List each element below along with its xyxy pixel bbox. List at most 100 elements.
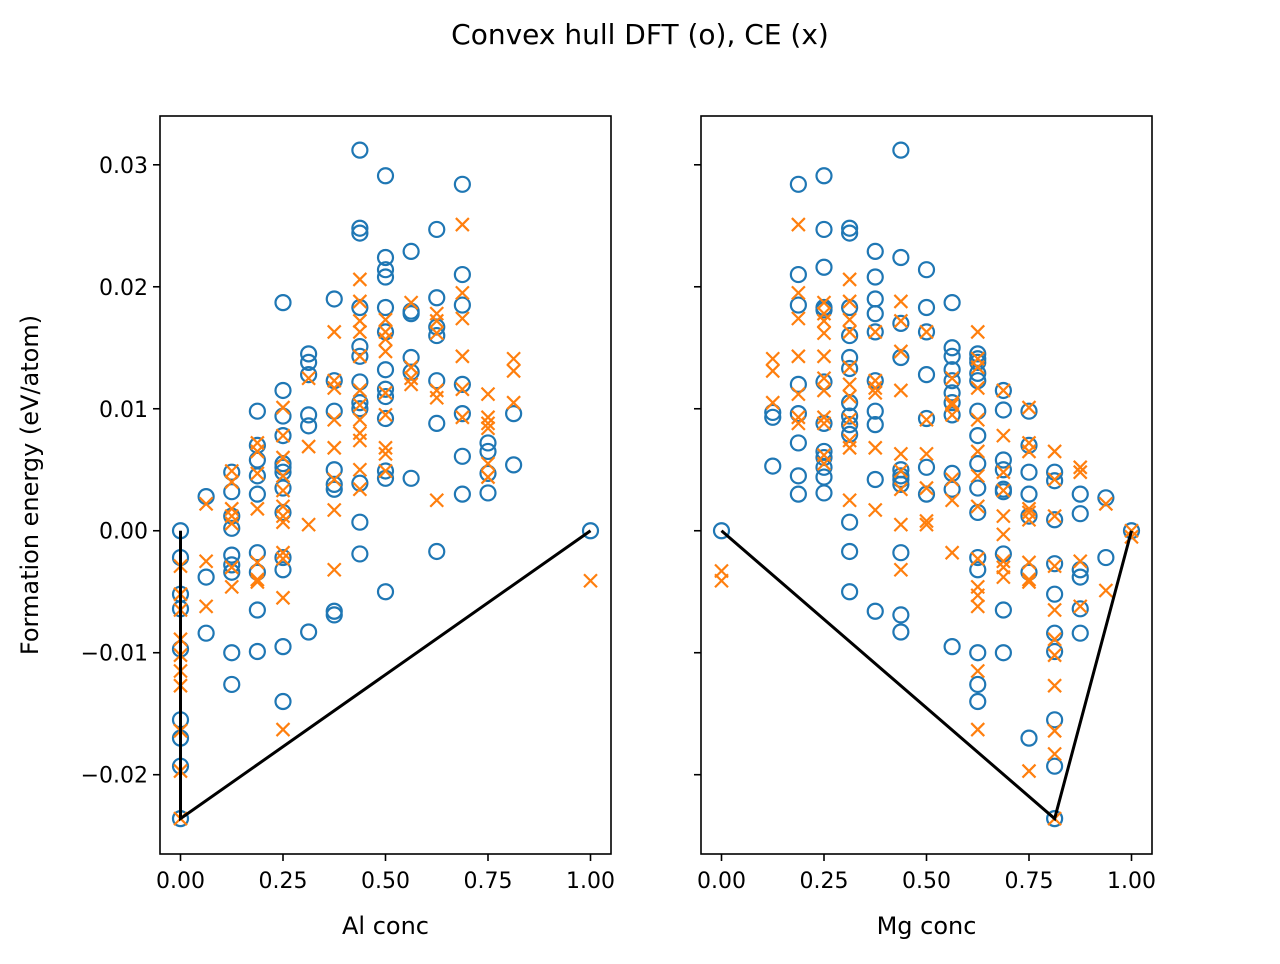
left-ce-point: [352, 349, 368, 364]
right-ce-point: [944, 492, 960, 508]
right-ce-point: [996, 569, 1011, 585]
right-ce-point: [1047, 558, 1062, 574]
left-ce-point: [224, 516, 240, 531]
right-ce-point: [1047, 444, 1062, 459]
left-ce-point: [352, 397, 368, 413]
right-ce-point: [816, 325, 832, 341]
left-dft-point: [351, 224, 369, 242]
left-ce-point: [326, 380, 342, 396]
right-dft-point: [917, 261, 936, 279]
left-ce-point: [198, 496, 214, 512]
left-x-axis-label: Al conc: [342, 912, 429, 940]
left-x-tick-label: 0.50: [361, 869, 410, 894]
left-ce-point: [403, 370, 419, 386]
right-x-tick-label: 0.25: [800, 869, 849, 894]
left-ce-point: [455, 381, 470, 397]
right-ce-point: [893, 517, 909, 532]
right-ce-point: [842, 389, 857, 404]
left-dft-point: [300, 406, 318, 424]
left-dft-point: [351, 394, 369, 412]
right-ce-point: [996, 383, 1011, 398]
left-ce-point: [480, 386, 496, 402]
left-ce-point: [352, 324, 368, 340]
left-dft-point: [453, 405, 471, 423]
right-dft-point: [943, 406, 961, 424]
left-dft-point: [453, 485, 471, 503]
left-ce-point: [326, 472, 342, 487]
left-ce-point: [480, 456, 496, 471]
left-dft-point: [402, 305, 420, 323]
left-dft-point: [351, 347, 369, 365]
left-ce-point: [250, 574, 265, 590]
right-ce-point: [867, 440, 883, 456]
left-ce-point: [326, 412, 342, 428]
right-ce-point: [816, 349, 832, 364]
right-dft-point: [866, 470, 884, 489]
left-ce-point: [378, 463, 393, 479]
left-ce-point: [429, 390, 445, 406]
left-ce-point: [352, 313, 368, 329]
left-dft-point: [300, 366, 318, 384]
left-ce-point: [352, 412, 368, 428]
right-ce-point: [816, 456, 832, 471]
right-ce-point: [791, 416, 806, 431]
right-ce-point: [970, 324, 986, 340]
right-ce-point: [1072, 464, 1088, 480]
left-ce-point: [250, 444, 265, 459]
right-dft-point: [789, 485, 807, 503]
right-ce-point: [970, 380, 986, 396]
right-dft-point: [1046, 810, 1064, 828]
left-dft-point: [402, 242, 420, 261]
right-dft-point: [841, 416, 859, 434]
left-ce-point: [378, 385, 393, 401]
left-ce-point: [275, 551, 291, 567]
right-dft-point: [815, 458, 833, 476]
left-ce-point: [506, 363, 521, 379]
left-dft-point: [351, 545, 369, 563]
right-ce-point: [867, 324, 883, 340]
left-y-tick-label: 0.03: [99, 154, 148, 179]
left-dft-point: [197, 624, 215, 642]
left-ce-point: [275, 508, 291, 524]
right-dft-point: [764, 403, 782, 422]
right-ce-point: [919, 446, 934, 462]
left-ce-point: [224, 474, 240, 490]
right-ce-point: [970, 360, 986, 375]
right-ce-point: [893, 313, 909, 329]
right-dft-point: [994, 461, 1012, 479]
left-x-tick-label: 0.00: [156, 869, 205, 894]
left-ce-point: [275, 545, 291, 560]
left-dft-point: [453, 175, 471, 193]
right-ce-point: [919, 517, 934, 532]
right-dft-point: [789, 375, 807, 393]
right-ce-point: [893, 562, 909, 578]
right-dft-point: [994, 644, 1012, 662]
left-dft-point: [376, 380, 395, 398]
right-dft-point: [917, 298, 936, 317]
right-dft-point: [1071, 505, 1089, 523]
right-dft-point: [969, 479, 987, 497]
left-ce-point: [378, 407, 393, 423]
right-ce-point: [996, 464, 1011, 480]
right-dft-point: [1046, 511, 1064, 529]
left-ce-point: [352, 383, 368, 398]
right-dft-point: [892, 606, 910, 624]
right-ce-point: [842, 440, 857, 456]
left-dft-point: [351, 513, 369, 531]
left-ce-point: [250, 572, 265, 587]
left-dft-point: [248, 402, 266, 420]
right-dft-point: [1046, 555, 1064, 573]
left-ce-point: [480, 416, 496, 431]
left-dft-point: [428, 372, 446, 390]
left-dft-point: [376, 248, 395, 267]
right-dft-point: [994, 451, 1012, 469]
right-dft-point: [866, 305, 884, 323]
right-dft-point: [866, 242, 884, 261]
left-ce-point: [250, 501, 265, 517]
right-ce-point: [1047, 723, 1062, 739]
right-dft-point: [969, 675, 987, 694]
right-ce-point: [970, 499, 986, 514]
right-ce-point: [970, 412, 986, 428]
left-ce-point: [480, 469, 496, 485]
